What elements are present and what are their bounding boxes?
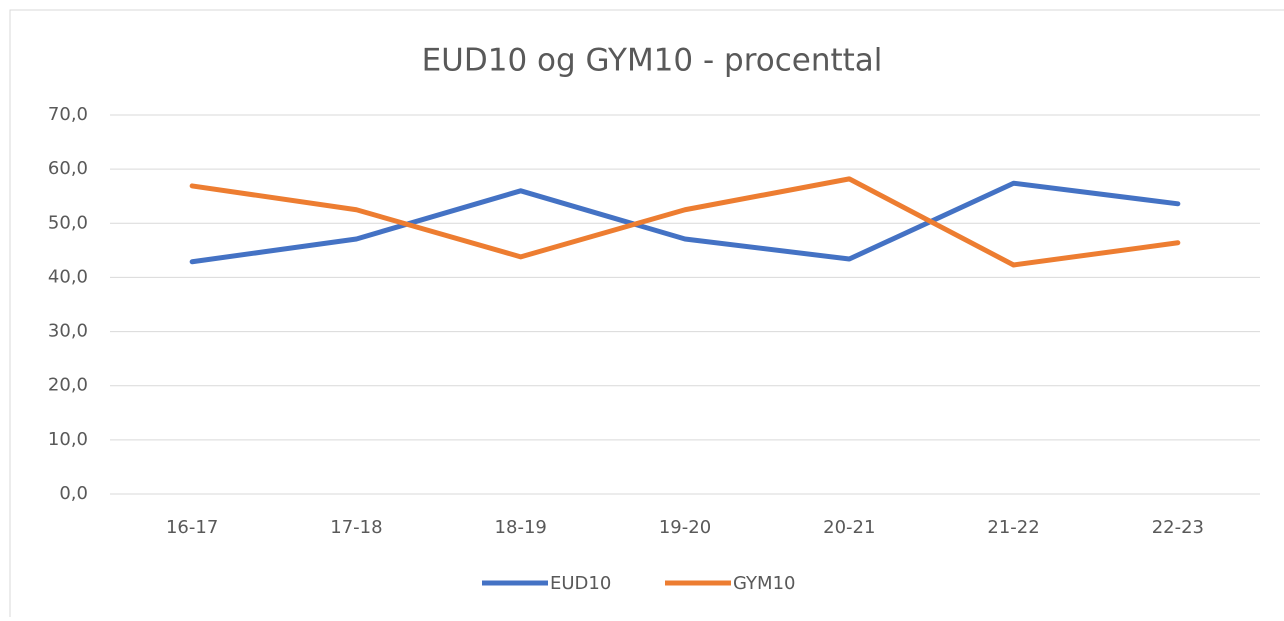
x-tick-label: 16-17 xyxy=(166,517,218,538)
x-tick-label: 22-23 xyxy=(1152,517,1204,538)
y-tick-label: 70,0 xyxy=(48,104,88,125)
x-tick-label: 21-22 xyxy=(987,517,1039,538)
series-line xyxy=(189,180,1181,265)
chart-frame xyxy=(9,9,1284,621)
legend-label: GYM10 xyxy=(733,573,795,594)
legend-label: EUD10 xyxy=(550,573,611,594)
y-tick-label: 10,0 xyxy=(48,429,88,450)
series-line xyxy=(189,176,1181,268)
chart-title: EUD10 og GYM10 - procenttal xyxy=(422,43,883,79)
y-tick-label: 20,0 xyxy=(48,375,88,396)
x-tick-label: 19-20 xyxy=(659,517,711,538)
y-tick-label: 50,0 xyxy=(48,212,88,233)
y-tick-label: 30,0 xyxy=(48,321,88,342)
y-tick-label: 0,0 xyxy=(59,483,88,504)
x-tick-label: 17-18 xyxy=(330,517,382,538)
y-tick-label: 40,0 xyxy=(48,266,88,287)
x-tick-label: 18-19 xyxy=(495,517,547,538)
y-tick-label: 60,0 xyxy=(48,158,88,179)
x-tick-label: 20-21 xyxy=(823,517,875,538)
